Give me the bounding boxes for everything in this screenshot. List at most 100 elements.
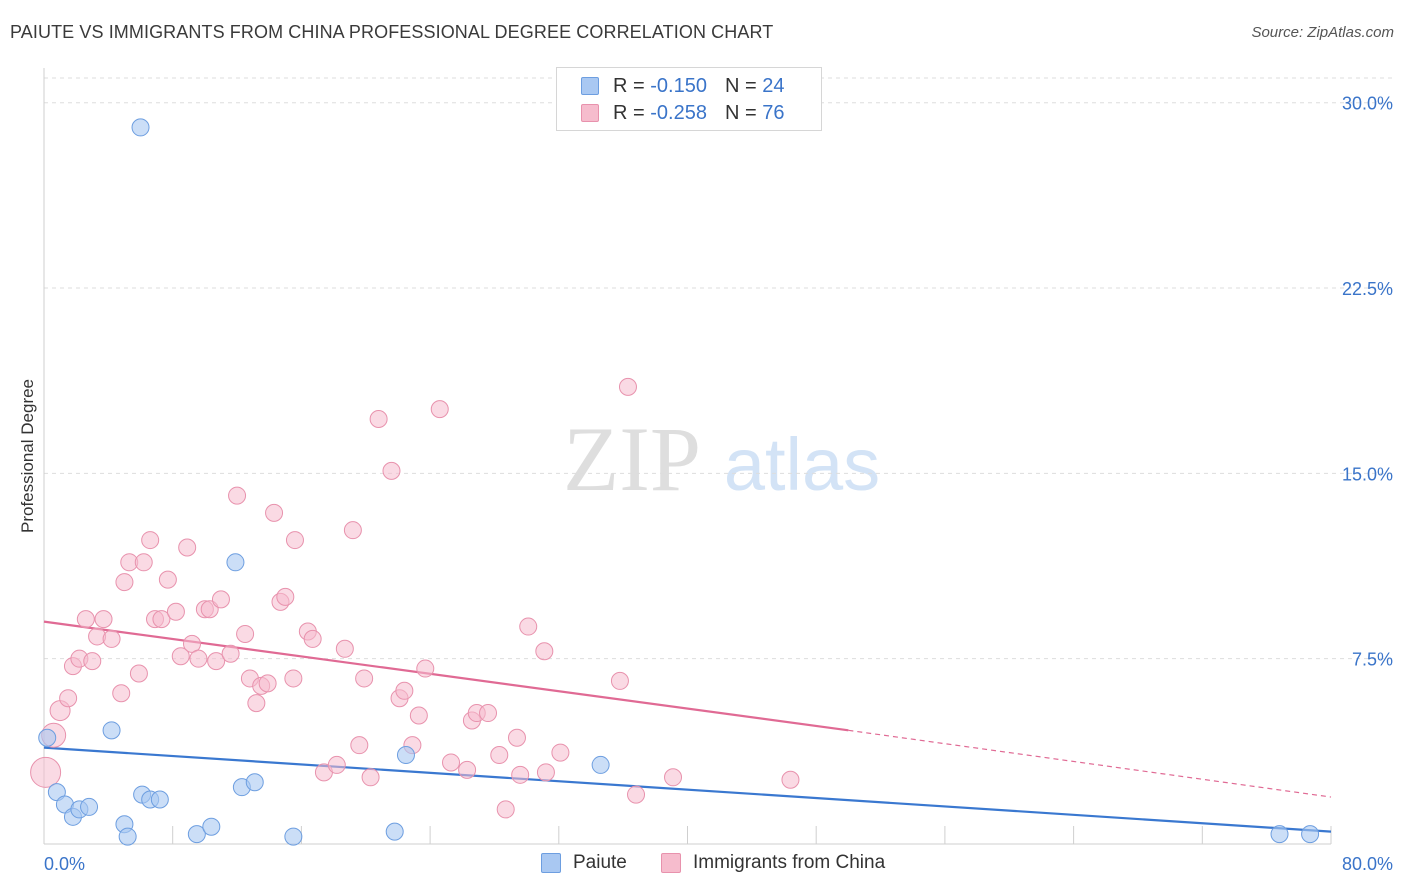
china-point: [479, 704, 498, 723]
china-r-value: -0.258: [650, 101, 707, 124]
china-point: [781, 770, 800, 789]
r-label: R =: [613, 74, 645, 97]
china-point: [618, 377, 637, 396]
china-point: [536, 763, 555, 782]
china-trend-line: [43, 620, 849, 732]
china-point: [94, 610, 113, 629]
china-point: [265, 503, 284, 522]
china-point: [30, 756, 62, 788]
china-point: [395, 681, 414, 700]
paiute-point: [131, 118, 150, 137]
china-point: [535, 642, 554, 661]
paiute-point: [245, 773, 264, 792]
china-point: [343, 521, 362, 540]
china-point: [211, 590, 230, 609]
china-point: [350, 736, 369, 755]
china-point: [303, 629, 322, 648]
china-point: [236, 624, 255, 643]
china-point: [519, 617, 538, 636]
china-point: [102, 629, 121, 648]
china-point: [416, 659, 435, 678]
paiute-point: [396, 746, 415, 765]
watermark: ZIP atlas: [563, 408, 880, 510]
watermark-atlas: atlas: [724, 423, 880, 506]
x-tick-label-min: 0.0%: [44, 854, 85, 874]
gridlines: [44, 77, 1393, 660]
china-point: [134, 553, 153, 572]
china-point: [409, 706, 428, 725]
china-point: [83, 652, 102, 671]
china-point: [327, 755, 346, 774]
x-tick-label-max: 80.0%: [1342, 854, 1393, 874]
paiute-point: [1270, 825, 1289, 844]
china-point: [511, 765, 530, 784]
china-point: [285, 531, 304, 550]
china-point: [507, 728, 526, 747]
china-point: [335, 639, 354, 658]
tick-labels: 7.5% 15.0% 22.5% 30.0% 0.0% 80.0%: [44, 94, 1393, 874]
china-legend-label: Immigrants from China: [693, 852, 886, 873]
china-point: [284, 669, 303, 688]
china-point: [382, 461, 401, 480]
china-point: [355, 669, 374, 688]
china-swatch: [581, 104, 599, 122]
paiute-point: [1301, 825, 1320, 844]
paiute-point: [202, 817, 221, 836]
china-point: [496, 800, 515, 819]
n-label: N =: [724, 74, 757, 97]
china-point: [141, 531, 160, 550]
china-point: [152, 610, 171, 629]
china-n-value: 76: [762, 101, 785, 124]
china-point: [115, 573, 134, 592]
china-point: [442, 753, 461, 772]
china-point: [166, 602, 185, 621]
china-point: [610, 671, 629, 690]
paiute-n-value: 24: [762, 74, 785, 97]
paiute-legend-label: Paiute: [573, 852, 627, 873]
paiute-point: [38, 728, 57, 747]
paiute-point: [187, 825, 206, 844]
china-point: [207, 652, 226, 671]
y-tick-label: 22.5%: [1342, 279, 1393, 299]
china-point: [189, 649, 208, 668]
china-point: [76, 610, 95, 629]
paiute-point: [226, 553, 245, 572]
china-point: [430, 400, 449, 419]
china-point: [59, 689, 78, 708]
china-point: [258, 674, 277, 693]
y-axis-label: Professional Degree: [18, 378, 37, 534]
china-point: [369, 409, 388, 428]
source-label: Source: ZipAtlas.com: [1251, 24, 1394, 41]
y-tick-label: 7.5%: [1352, 650, 1393, 670]
chart-title: PAIUTE VS IMMIGRANTS FROM CHINA PROFESSI…: [10, 22, 774, 42]
china-point: [551, 743, 570, 762]
y-tick-label: 15.0%: [1342, 464, 1393, 484]
china-point: [221, 644, 240, 663]
china-point: [178, 538, 197, 557]
china-legend-swatch: [661, 853, 681, 873]
china-point: [129, 664, 148, 683]
watermark-zip: ZIP: [563, 408, 701, 510]
paiute-point: [118, 827, 137, 846]
series-legend-china[interactable]: Immigrants from China: [661, 852, 885, 874]
series-legend-paiute[interactable]: Paiute: [541, 852, 627, 874]
china-trend-extension: [848, 729, 1332, 798]
correlation-legend: R = -0.150 N = 24 R = -0.258 N = 76: [556, 67, 822, 131]
china-point: [112, 684, 131, 703]
series-legend: Paiute Immigrants from China: [0, 852, 1406, 878]
china-point: [158, 570, 177, 589]
paiute-trend-line: [43, 746, 1332, 833]
china-point: [361, 768, 380, 787]
trend-lines: [43, 620, 1332, 833]
china-point: [490, 746, 509, 765]
paiute-r-value: -0.150: [650, 74, 707, 97]
paiute-point: [284, 827, 303, 846]
china-point: [171, 647, 190, 666]
legend-row-paiute: R = -0.150 N = 24: [581, 74, 784, 98]
china-point: [276, 587, 295, 606]
paiute-legend-swatch: [541, 853, 561, 873]
paiute-point: [102, 721, 121, 740]
data-points: [30, 118, 1320, 846]
paiute-point: [591, 755, 610, 774]
